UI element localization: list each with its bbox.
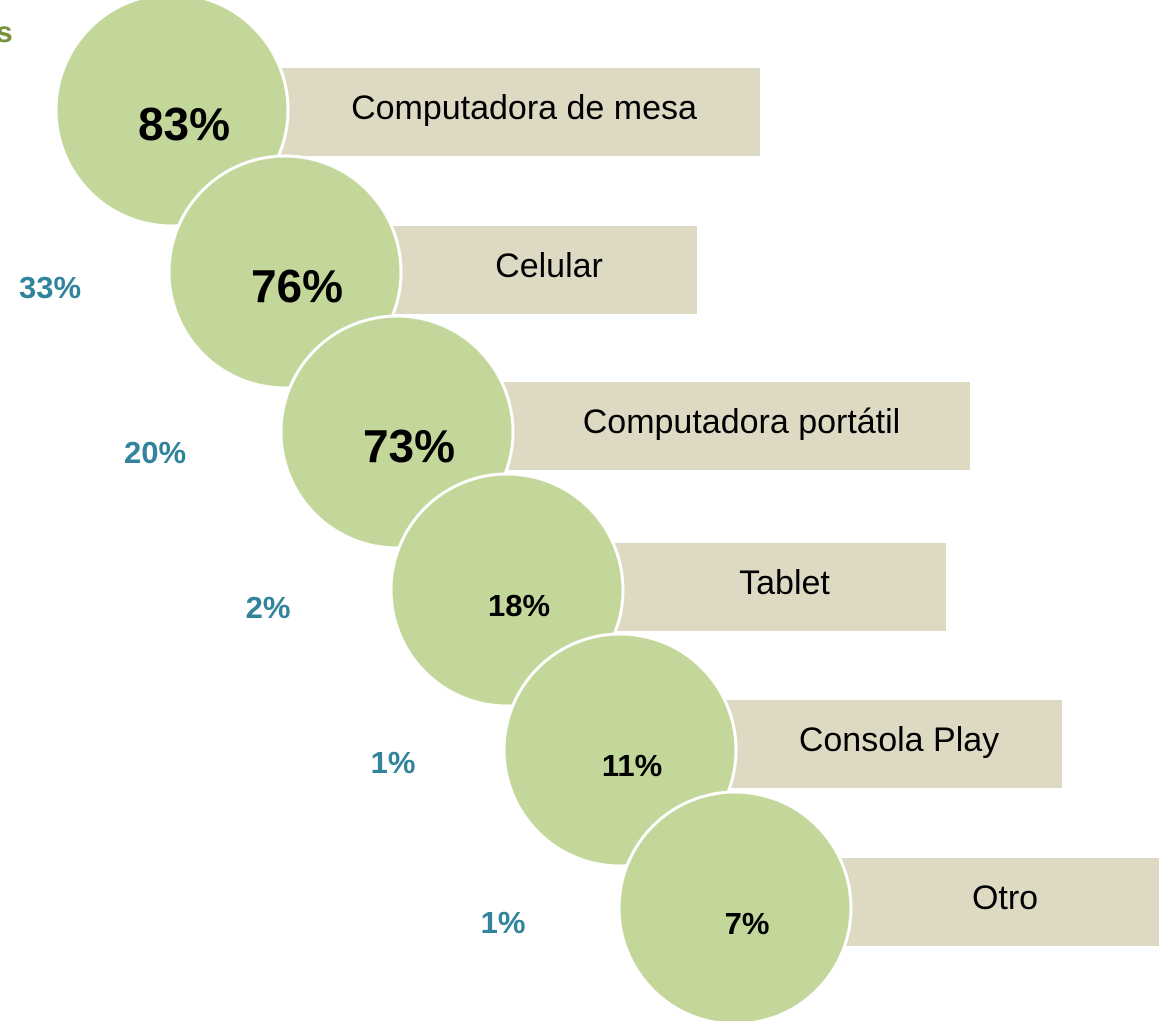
label-box xyxy=(600,543,946,631)
circle xyxy=(617,790,853,1021)
circle-value: 11% xyxy=(602,748,662,783)
heading: s xyxy=(0,16,13,49)
side-value: 1% xyxy=(371,745,416,780)
label-box xyxy=(830,858,1159,946)
side-value: 33% xyxy=(19,270,81,305)
circle-value: 7% xyxy=(725,906,770,941)
side-value: 20% xyxy=(124,435,186,470)
side-value: 2% xyxy=(246,590,291,625)
label-box xyxy=(270,68,760,156)
device-label: Tablet xyxy=(739,564,830,602)
device-label: Otro xyxy=(972,879,1038,917)
side-value: 1% xyxy=(481,905,526,940)
label-box xyxy=(715,700,1062,788)
device-label: Consola Play xyxy=(799,721,999,759)
device-label: Computadora portátil xyxy=(583,403,901,441)
circle-value: 76% xyxy=(251,260,343,312)
device-label: Celular xyxy=(495,247,603,285)
device-label: Computadora de mesa xyxy=(351,89,697,127)
label-box xyxy=(495,382,970,470)
circle-value: 83% xyxy=(138,98,230,150)
label-box xyxy=(385,226,697,314)
circle-value: 73% xyxy=(363,420,455,472)
circle-value: 18% xyxy=(488,588,550,623)
